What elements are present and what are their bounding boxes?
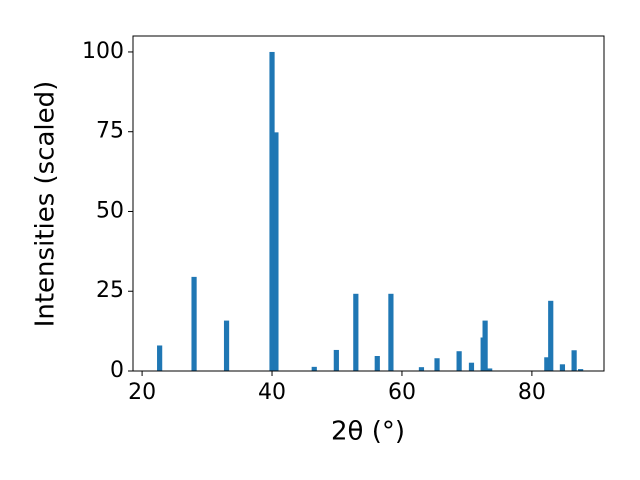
bar (333, 349, 339, 371)
bar (273, 132, 279, 371)
y-tick-label: 100 (82, 39, 124, 64)
bar (191, 276, 197, 371)
bar (571, 350, 577, 371)
bar (223, 320, 230, 371)
y-tick-label: 75 (96, 119, 124, 144)
bar (578, 369, 584, 371)
x-tick-label: 80 (518, 380, 546, 405)
bar (456, 351, 462, 371)
bar (418, 367, 425, 371)
bar (548, 300, 554, 371)
x-tick-label: 20 (128, 380, 156, 405)
bar (311, 366, 317, 371)
y-tick-label: 25 (96, 278, 124, 303)
y-axis-label: Intensities (scaled) (31, 81, 61, 328)
plot-frame (132, 35, 605, 372)
x-tick-label: 40 (258, 380, 286, 405)
bar (353, 293, 359, 371)
y-tick-label: 0 (110, 358, 124, 383)
bar (487, 368, 493, 371)
bar (374, 356, 380, 371)
x-axis-label: 2θ (°) (331, 417, 405, 447)
bar (544, 357, 550, 371)
bar (269, 51, 275, 371)
x-tick-label: 60 (388, 380, 416, 405)
y-tick-label: 50 (96, 198, 124, 223)
bar (434, 358, 440, 371)
bar (388, 293, 394, 371)
bar (468, 362, 475, 371)
bar (157, 345, 163, 371)
bar (482, 320, 488, 371)
bar (559, 364, 566, 371)
